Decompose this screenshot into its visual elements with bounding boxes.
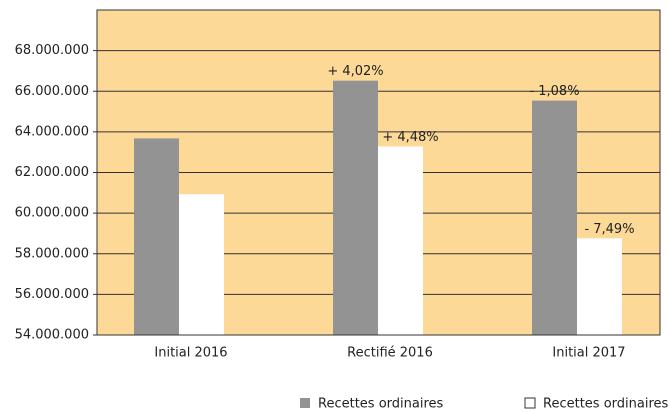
bar bbox=[577, 238, 622, 335]
change-label: + 4,48% bbox=[382, 130, 438, 145]
x-tick-label: Initial 2016 bbox=[154, 346, 227, 361]
bar bbox=[333, 80, 378, 335]
bar bbox=[179, 194, 224, 335]
bar bbox=[134, 138, 179, 335]
legend-label: Recettes ordinaires bbox=[543, 397, 668, 412]
y-tick-label: 58.000.000 bbox=[15, 246, 89, 261]
bar bbox=[532, 100, 577, 335]
y-tick-label: 56.000.000 bbox=[15, 287, 89, 302]
legend-label: Recettes ordinaires bbox=[318, 397, 443, 412]
change-label: + 4,02% bbox=[327, 64, 383, 79]
bar bbox=[378, 146, 423, 335]
y-tick-label: 60.000.000 bbox=[15, 206, 89, 221]
y-tick-label: 66.000.000 bbox=[15, 84, 89, 99]
change-label: - 1,08% bbox=[529, 84, 579, 99]
y-tick-label: 68.000.000 bbox=[15, 43, 89, 58]
change-label: - 7,49% bbox=[584, 222, 634, 237]
legend-swatch bbox=[300, 398, 310, 408]
x-tick-label: Rectifié 2016 bbox=[347, 346, 433, 361]
y-tick-label: 54.000.000 bbox=[15, 328, 89, 343]
y-tick-label: 62.000.000 bbox=[15, 165, 89, 180]
legend-swatch bbox=[524, 397, 536, 409]
y-tick-label: 64.000.000 bbox=[15, 124, 89, 139]
x-tick-label: Initial 2017 bbox=[552, 346, 625, 361]
